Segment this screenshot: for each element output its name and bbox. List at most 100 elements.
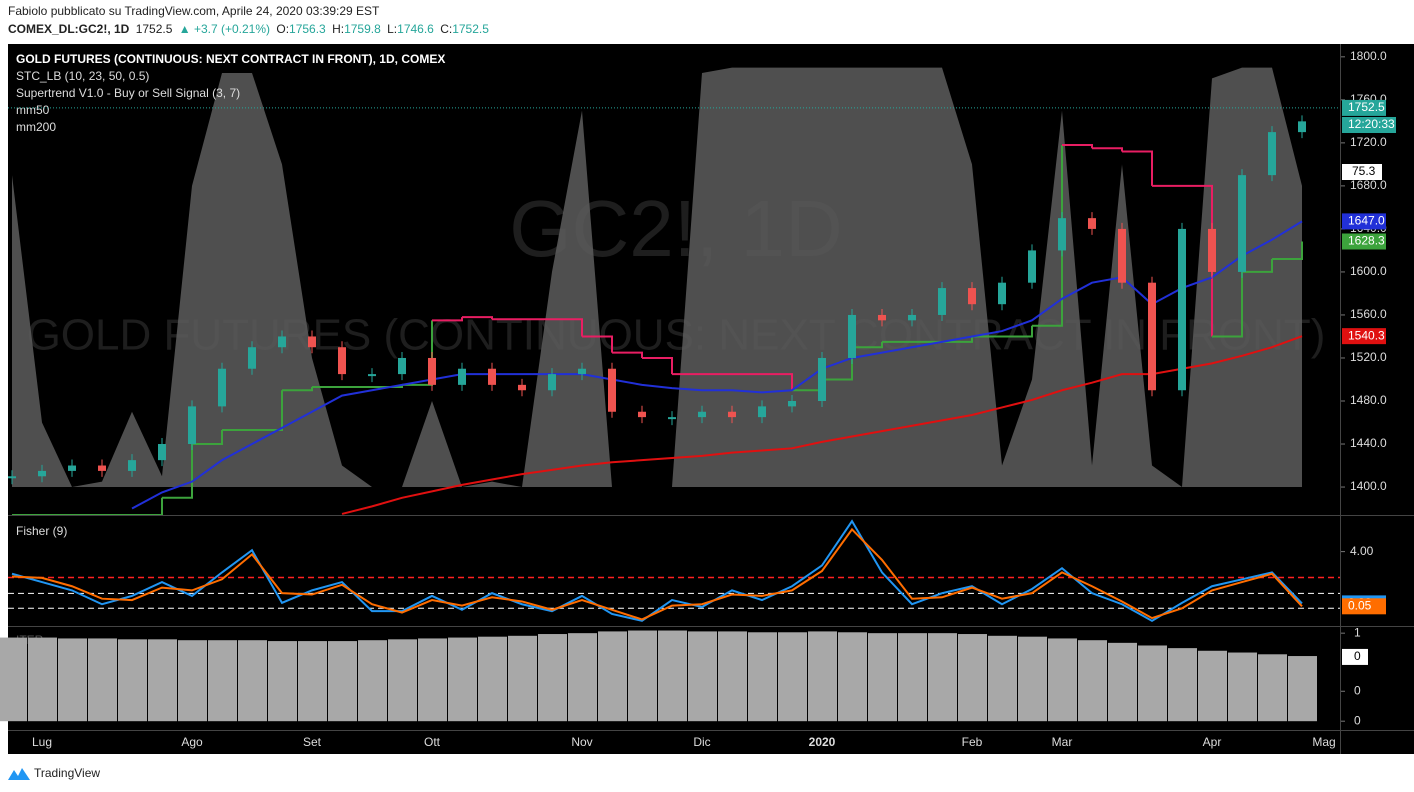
candle	[1298, 121, 1306, 133]
iter-bar	[748, 632, 777, 722]
iter-bar	[448, 637, 477, 722]
y-tick-label: 0	[1354, 649, 1361, 663]
plot-bg	[8, 44, 1340, 754]
candle	[338, 347, 346, 375]
supertrend	[1002, 325, 1033, 338]
candle	[728, 411, 736, 418]
iter-bar	[58, 638, 87, 722]
iter-bar	[1138, 645, 1167, 722]
candle	[398, 357, 406, 375]
iter-bar	[1018, 636, 1047, 722]
iter-bar	[1048, 638, 1077, 722]
countdown: 12:20:33	[1348, 117, 1395, 131]
iter-bar	[1198, 650, 1227, 722]
supertrend	[612, 351, 643, 358]
supertrend	[762, 373, 793, 391]
y-tick-label: 1800.0	[1350, 49, 1387, 63]
candle	[518, 384, 526, 391]
iter-bar	[178, 640, 207, 722]
iter-bar	[328, 641, 357, 722]
candle	[998, 282, 1006, 305]
iter-bar	[118, 639, 147, 722]
iter-bar	[838, 632, 867, 722]
x-tick-label: Feb	[962, 735, 983, 749]
y-tick-label: 4.00	[1350, 544, 1374, 558]
ohlc-ov: 1756.3	[289, 22, 326, 36]
y-tick-label: 0	[1354, 713, 1361, 727]
y-tick-label: 1440.0	[1350, 436, 1387, 450]
candle	[608, 368, 616, 412]
supertrend	[642, 356, 673, 375]
price-badge	[1342, 328, 1386, 345]
iter-bar	[778, 632, 807, 722]
candle	[188, 406, 196, 445]
fisher-line	[11, 527, 1303, 621]
candle	[38, 470, 46, 477]
pane-title: ITER	[16, 633, 44, 647]
iter-bar	[868, 633, 897, 722]
candle	[1148, 282, 1156, 391]
x-tick-label: Ott	[424, 735, 441, 749]
candle	[308, 336, 316, 348]
iter-bar	[208, 640, 237, 722]
supertrend	[1272, 241, 1303, 261]
iter-bar	[358, 640, 387, 722]
iter-bar	[1228, 652, 1257, 722]
x-tick-label: Mag	[1312, 735, 1335, 749]
candle	[758, 406, 766, 418]
supertrend	[1242, 259, 1273, 273]
supertrend	[1122, 150, 1153, 186]
symbol: COMEX_DL:GC2!, 1D	[8, 22, 130, 36]
y-tick-label: 1760.0	[1350, 92, 1387, 106]
supertrend	[432, 317, 463, 322]
iter-bar	[628, 630, 657, 722]
x-tick-label: Set	[303, 735, 322, 749]
x-tick-label: Ago	[181, 735, 203, 749]
x-tick-label: Apr	[1203, 735, 1222, 749]
iter-bar	[508, 635, 537, 722]
candle	[878, 314, 886, 321]
candle	[128, 460, 136, 471]
iter-bar	[538, 634, 567, 722]
legend-entry: STC_LB (10, 23, 50, 0.5)	[16, 69, 149, 83]
value-badge	[1342, 648, 1368, 665]
supertrend	[252, 390, 283, 432]
price-badge-label: 1540.3	[1348, 328, 1385, 342]
price-badge	[1342, 213, 1386, 230]
legend-entry: mm50	[16, 103, 50, 117]
price-badge	[1342, 99, 1386, 116]
y-tick-label: 1600.0	[1350, 264, 1387, 278]
candle	[8, 476, 16, 479]
candle	[638, 411, 646, 418]
candle	[1178, 228, 1186, 391]
iter-bar	[688, 631, 717, 722]
supertrend	[582, 335, 613, 353]
y-tick-label: 1680.0	[1350, 178, 1387, 192]
ma-line	[341, 335, 1303, 515]
iter-bar	[1108, 642, 1137, 722]
x-tick-label: 2020	[809, 735, 836, 749]
supertrend	[852, 341, 883, 349]
supertrend	[162, 444, 193, 499]
axis-bg	[1340, 44, 1414, 754]
ohlc-o: O:	[276, 22, 290, 36]
candle	[578, 368, 586, 375]
candle	[968, 288, 976, 305]
y-tick-label: 1400.0	[1350, 479, 1387, 493]
fisher-line	[11, 519, 1303, 623]
iter-bar	[88, 638, 117, 722]
supertrend	[282, 387, 313, 392]
stc-area	[12, 67, 1302, 488]
candle	[668, 417, 676, 420]
author-line: Fabiolo pubblicato su TradingView.com, A…	[8, 4, 380, 18]
price-badge	[1342, 233, 1386, 250]
price-badge-label: 1752.5	[1348, 100, 1385, 114]
iter-bar	[1168, 648, 1197, 722]
watermark: GC2!, 1D GOLD FUTURES (CONTINUOUS: NEXT …	[27, 184, 1326, 360]
iter-bar	[268, 641, 297, 722]
candle	[1058, 218, 1066, 251]
price-badge-label: 1647.0	[1348, 214, 1385, 228]
iter-bar	[148, 639, 177, 722]
symbol-line: COMEX_DL:GC2!, 1D 1752.5 ▲ +3.7 (+0.21%)…	[8, 22, 492, 36]
stc-value: 75.3	[1352, 164, 1376, 178]
